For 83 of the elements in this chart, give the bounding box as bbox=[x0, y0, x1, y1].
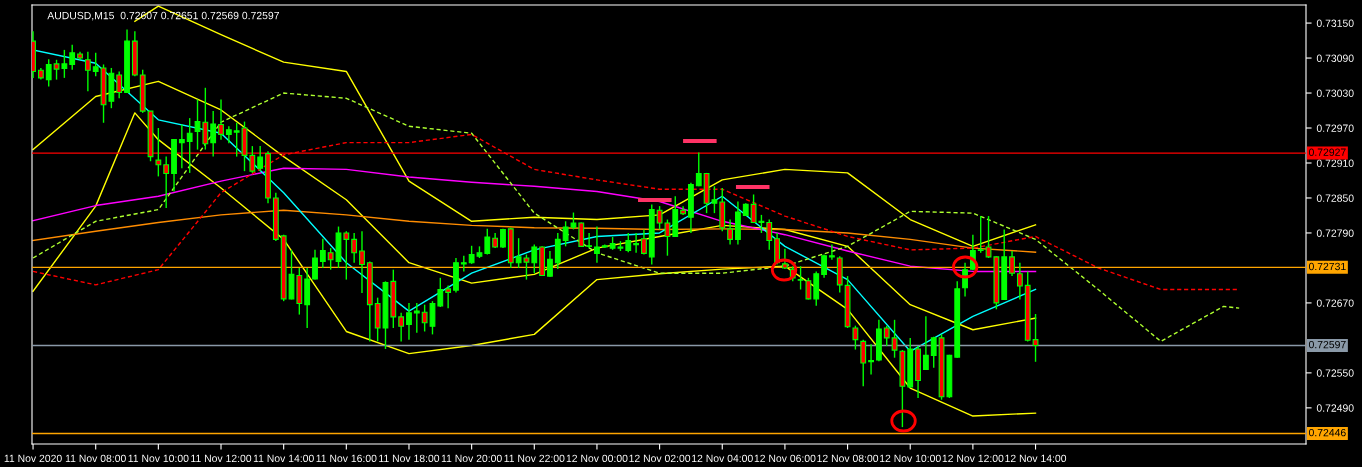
candlestick bbox=[860, 338, 867, 387]
candlestick bbox=[883, 324, 890, 347]
x-tick-label: 11 Nov 18:00 bbox=[379, 454, 440, 463]
ref-line-label: 0.72927 bbox=[1308, 148, 1346, 156]
x-tick-label: 12 Nov 12:00 bbox=[942, 454, 1004, 463]
candlestick bbox=[84, 50, 91, 92]
y-tick-label: 0.72490 bbox=[1316, 404, 1354, 412]
candlestick bbox=[398, 312, 405, 343]
candlestick bbox=[977, 215, 984, 254]
y-tick-label: 0.72970 bbox=[1316, 124, 1354, 132]
candlestick bbox=[351, 232, 358, 264]
x-tick-label: 12 Nov 14:00 bbox=[1005, 454, 1067, 463]
x-tick-label: 12 Nov 10:00 bbox=[880, 454, 941, 463]
candlestick bbox=[1009, 250, 1015, 277]
candlestick bbox=[868, 343, 874, 376]
candlestick bbox=[406, 302, 412, 341]
candlestick bbox=[829, 243, 835, 261]
y-tick-label: 0.72790 bbox=[1316, 229, 1354, 237]
ref-line-label: 0.72731 bbox=[1308, 262, 1346, 271]
candlestick bbox=[625, 232, 632, 253]
candlestick bbox=[186, 117, 193, 174]
candlestick bbox=[225, 125, 232, 144]
x-tick-label: 12 Nov 06:00 bbox=[754, 454, 816, 463]
y-tick-label: 0.72910 bbox=[1316, 159, 1354, 167]
x-tick-label: 11 Nov 12:00 bbox=[191, 454, 252, 463]
candlestick bbox=[69, 43, 76, 71]
candlestick bbox=[163, 155, 170, 209]
candlestick bbox=[210, 110, 217, 158]
candlestick bbox=[594, 225, 600, 264]
candlestick bbox=[586, 232, 593, 249]
y-tick-label: 0.73150 bbox=[1316, 19, 1354, 27]
x-tick-label: 12 Nov 02:00 bbox=[629, 454, 691, 463]
candlestick bbox=[45, 58, 52, 88]
candlestick bbox=[257, 145, 264, 172]
y-tick-label: 0.72550 bbox=[1316, 369, 1354, 377]
candlestick bbox=[413, 302, 420, 334]
candlestick bbox=[1032, 313, 1039, 363]
candlestick bbox=[922, 315, 929, 371]
candlestick bbox=[359, 230, 365, 294]
candlestick bbox=[641, 228, 647, 256]
candlestick bbox=[531, 243, 538, 274]
candlestick bbox=[554, 232, 561, 270]
candlestick bbox=[727, 218, 733, 246]
candlestick bbox=[578, 221, 585, 248]
y-tick-label: 0.72850 bbox=[1316, 194, 1354, 202]
y-tick-label: 0.73090 bbox=[1316, 54, 1354, 62]
candlestick bbox=[178, 123, 185, 169]
line-series bbox=[32, 167, 1037, 273]
candlestick bbox=[92, 52, 99, 77]
x-tick-label: 12 Nov 04:00 bbox=[692, 454, 753, 463]
candlestick bbox=[852, 324, 859, 351]
y-tick-label: 0.72670 bbox=[1316, 299, 1354, 307]
candlestick bbox=[437, 277, 444, 308]
y-tick-label: 0.73030 bbox=[1316, 89, 1354, 97]
x-tick-label: 11 Nov 20:00 bbox=[441, 454, 502, 463]
candlestick bbox=[343, 230, 350, 281]
candlestick bbox=[766, 218, 773, 251]
candlestick bbox=[547, 250, 553, 278]
line-series bbox=[32, 92, 1240, 343]
x-tick-label: 11 Nov 22:00 bbox=[504, 454, 565, 463]
line-series bbox=[32, 80, 1037, 331]
ref-line-label: 0.72597 bbox=[1308, 340, 1346, 349]
candlestick bbox=[1016, 261, 1023, 301]
x-tick-label: 11 Nov 10:00 bbox=[128, 454, 189, 463]
x-tick-label: 11 Nov 08:00 bbox=[65, 454, 126, 463]
ref-line-label: 0.72446 bbox=[1308, 428, 1346, 437]
line-series bbox=[32, 112, 1037, 417]
candlestick bbox=[891, 319, 898, 359]
x-tick-label: 12 Nov 08:00 bbox=[817, 454, 879, 463]
x-tick-label: 12 Nov 00:00 bbox=[566, 454, 628, 463]
x-tick-label: 11 Nov 2020 bbox=[4, 454, 62, 463]
candlestick bbox=[695, 151, 702, 188]
x-tick-label: 11 Nov 16:00 bbox=[316, 454, 377, 463]
candlestick bbox=[233, 122, 240, 158]
x-tick-label: 11 Nov 14:00 bbox=[253, 454, 314, 463]
candlestick bbox=[930, 336, 937, 369]
candlestick bbox=[312, 249, 318, 281]
candlestick bbox=[633, 232, 640, 254]
candlestick bbox=[484, 228, 491, 256]
candlestick bbox=[218, 98, 224, 141]
candlestick bbox=[319, 238, 326, 269]
candlestick bbox=[116, 70, 123, 99]
candlestick bbox=[445, 284, 452, 309]
